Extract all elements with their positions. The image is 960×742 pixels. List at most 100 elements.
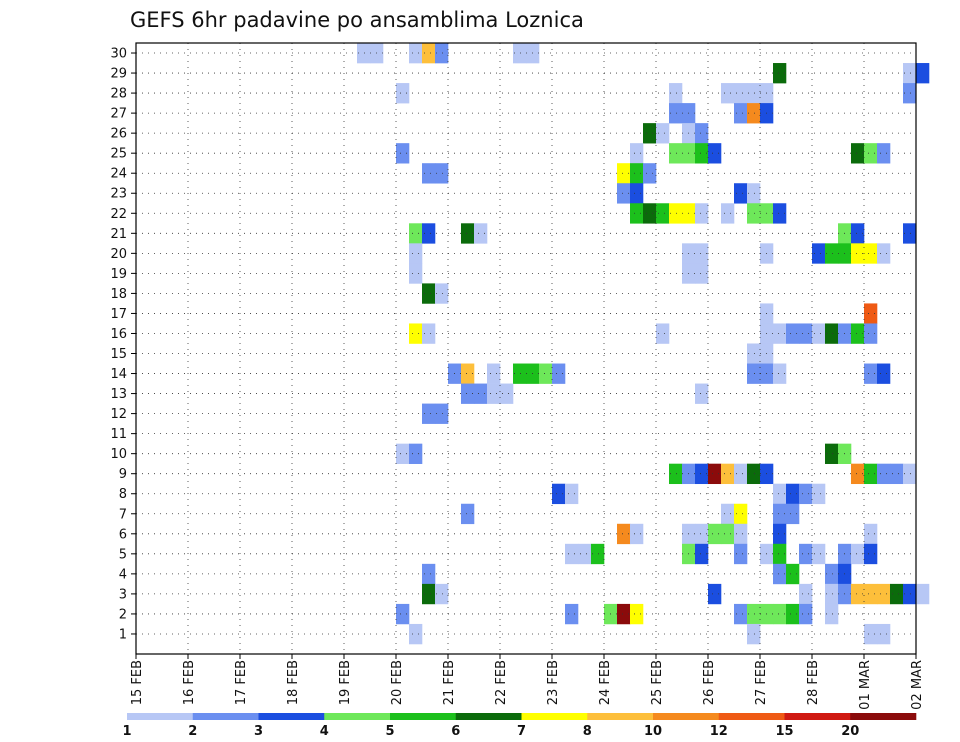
cell-member-25-step-38: [630, 143, 644, 164]
cell-member-21-step-25: [461, 223, 475, 244]
cell-member-18-step-23: [435, 283, 449, 304]
legend-label-1: 2: [188, 724, 197, 739]
legend-swatch-3: [324, 713, 391, 720]
cell-member-1-step-21: [409, 623, 423, 645]
legend-swatch-8: [653, 713, 720, 720]
legend-swatch-7: [587, 713, 654, 720]
cell-member-26-step-40: [656, 123, 670, 144]
cell-member-9-step-44: [708, 463, 722, 485]
cell-member-2-step-38: [630, 603, 644, 625]
cell-member-18-step-22: [422, 283, 436, 304]
x-tick-label-4: 19 FEB: [338, 660, 353, 705]
cell-member-21-step-59: [903, 223, 917, 244]
y-tick-label-22: 22: [110, 207, 127, 222]
y-tick-label-6: 6: [119, 527, 127, 542]
cell-member-6-step-45: [721, 523, 735, 545]
legend-swatch-5: [455, 713, 522, 720]
cell-member-12-step-23: [435, 403, 449, 424]
legend-swatch-0: [127, 713, 194, 720]
legend-swatch-2: [258, 713, 325, 720]
cell-member-3-step-23: [435, 583, 449, 605]
y-tick-label-23: 23: [110, 187, 127, 202]
legend-label-9: 12: [710, 724, 728, 739]
cell-member-23-step-47: [747, 183, 761, 204]
cell-member-13-step-43: [695, 383, 709, 404]
cell-member-20-step-57: [877, 243, 891, 264]
cell-member-13-step-28: [500, 383, 514, 404]
cell-member-9-step-55: [851, 463, 865, 485]
cell-member-5-step-51: [799, 543, 813, 565]
cell-member-28-step-46: [734, 83, 748, 104]
cell-member-2-step-50: [786, 603, 800, 625]
y-tick-label-27: 27: [110, 107, 127, 122]
cell-member-22-step-39: [643, 203, 657, 224]
x-tick-label-9: 24 FEB: [598, 660, 613, 705]
cell-member-22-step-40: [656, 203, 670, 224]
y-tick-label-28: 28: [110, 87, 127, 102]
cell-member-2-step-20: [396, 603, 410, 625]
cell-member-25-step-43: [695, 143, 709, 164]
legend-label-7: 8: [583, 724, 592, 739]
cell-member-14-step-47: [747, 363, 761, 384]
cell-member-5-step-43: [695, 543, 709, 565]
cell-member-27-step-41: [669, 103, 683, 124]
cell-member-8-step-32: [552, 483, 566, 505]
y-tick-label-7: 7: [119, 507, 127, 522]
grid-layer: [136, 43, 916, 654]
y-tick-label-18: 18: [110, 287, 127, 302]
cell-member-16-step-22: [422, 323, 436, 344]
cell-member-3-step-58: [890, 583, 904, 605]
cell-member-4-step-53: [825, 563, 839, 585]
cell-member-9-step-43: [695, 463, 709, 485]
cell-member-24-step-38: [630, 163, 644, 184]
cell-member-24-step-37: [617, 163, 631, 184]
cell-member-14-step-56: [864, 363, 878, 384]
cell-member-5-step-52: [812, 543, 826, 565]
legend-label-11: 20: [841, 724, 859, 739]
y-tick-label-26: 26: [110, 127, 127, 142]
cell-member-3-step-59: [903, 583, 917, 605]
y-tick-label-13: 13: [110, 387, 127, 402]
y-tick-label-14: 14: [110, 367, 127, 382]
cell-member-9-step-59: [903, 463, 917, 485]
cell-member-25-step-20: [396, 143, 410, 164]
cell-member-16-step-56: [864, 323, 878, 344]
cell-member-10-step-20: [396, 443, 410, 464]
y-tick-label-9: 9: [119, 467, 127, 482]
cell-member-2-step-53: [825, 603, 839, 625]
cell-member-28-step-45: [721, 83, 735, 104]
cell-member-20-step-21: [409, 243, 423, 264]
cell-member-27-step-47: [747, 103, 761, 124]
cell-member-3-step-22: [422, 583, 436, 605]
cell-member-14-step-32: [552, 363, 566, 384]
legend-label-0: 1: [122, 724, 131, 739]
cell-member-9-step-58: [890, 463, 904, 485]
cell-member-30-step-23: [435, 43, 449, 64]
cell-member-19-step-21: [409, 263, 423, 284]
cell-member-28-step-59: [903, 83, 917, 104]
y-tick-label-21: 21: [110, 227, 127, 242]
cell-member-5-step-34: [578, 543, 592, 565]
cell-member-22-step-47: [747, 203, 761, 224]
y-tick-label-17: 17: [110, 307, 127, 322]
x-tick-label-0: 15 FEB: [130, 660, 145, 705]
legend-label-10: 15: [775, 724, 793, 739]
cell-member-8-step-49: [773, 483, 787, 505]
cell-member-9-step-56: [864, 463, 878, 485]
cell-member-22-step-43: [695, 203, 709, 224]
x-tick-label-13: 28 FEB: [806, 660, 821, 705]
cell-member-21-step-55: [851, 223, 865, 244]
cell-member-6-step-49: [773, 523, 787, 545]
cell-member-26-step-43: [695, 123, 709, 144]
y-tick-label-20: 20: [110, 247, 127, 262]
cell-member-4-step-50: [786, 563, 800, 585]
cell-member-27-step-46: [734, 103, 748, 124]
legend-swatch-6: [521, 713, 588, 720]
y-tick-label-10: 10: [110, 447, 127, 462]
cell-member-21-step-22: [422, 223, 436, 244]
cell-member-23-step-46: [734, 183, 748, 204]
legend-label-6: 7: [517, 724, 526, 739]
cell-member-7-step-45: [721, 503, 735, 525]
cell-member-1-step-56: [864, 623, 878, 645]
cell-member-7-step-50: [786, 503, 800, 525]
